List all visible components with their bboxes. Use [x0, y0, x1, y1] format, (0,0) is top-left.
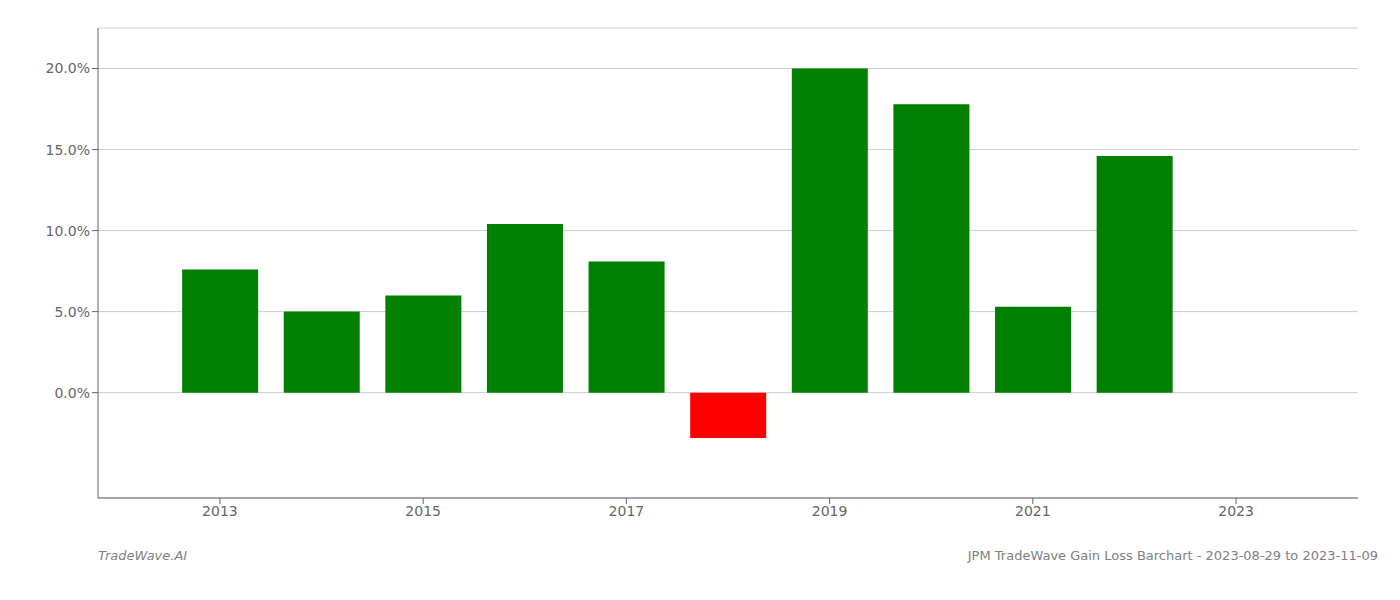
svg-text:2013: 2013 — [202, 503, 238, 519]
svg-text:2023: 2023 — [1218, 503, 1254, 519]
svg-text:5.0%: 5.0% — [54, 304, 90, 320]
html-text:JPM TradeWave Gain Loss Barcha: JPM TradeWave Gain Loss Barchart - 2023-… — [967, 548, 1378, 563]
html-text:TradeWave.AI: TradeWave.AI — [98, 548, 188, 563]
svg-text:2015: 2015 — [405, 503, 441, 519]
svg-text:2021: 2021 — [1015, 503, 1051, 519]
svg-text:20.0%: 20.0% — [46, 60, 90, 76]
svg-text:2017: 2017 — [609, 503, 645, 519]
svg-text:10.0%: 10.0% — [46, 223, 90, 239]
svg-text:0.0%: 0.0% — [54, 385, 90, 401]
svg-text:15.0%: 15.0% — [46, 142, 90, 158]
svg-text:2019: 2019 — [812, 503, 848, 519]
